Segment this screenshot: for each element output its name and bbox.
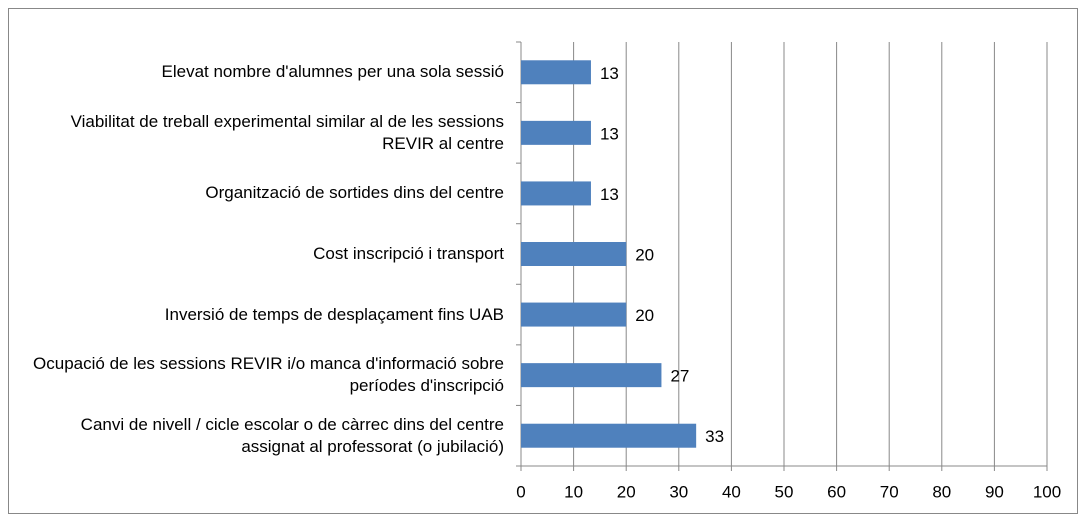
x-tick-label: 80 <box>932 482 951 501</box>
x-tick-label: 70 <box>880 482 899 501</box>
bar <box>521 120 591 145</box>
x-tick-label: 20 <box>617 482 636 501</box>
data-label: 13 <box>600 124 619 143</box>
x-tick-label: 50 <box>775 482 794 501</box>
x-tick-label: 90 <box>985 482 1004 501</box>
bar <box>521 363 662 388</box>
y-tick-label: Inversió de temps de desplaçament fins U… <box>164 304 504 324</box>
data-label: 13 <box>600 185 619 204</box>
x-tick-label: 40 <box>722 482 741 501</box>
data-label: 20 <box>635 306 654 325</box>
bar <box>521 302 627 327</box>
bar <box>521 242 627 266</box>
data-label: 13 <box>600 64 619 83</box>
y-tick-label: Elevat nombre d'alumnes per una sola ses… <box>161 62 505 82</box>
y-tick-label: Viabilitat de treball experimental simil… <box>70 111 504 153</box>
bar <box>521 181 591 206</box>
x-tick-label: 100 <box>1033 482 1061 501</box>
bar <box>521 423 697 448</box>
data-label: 20 <box>635 245 654 264</box>
data-label: 33 <box>705 427 724 446</box>
bar <box>521 60 591 85</box>
y-tick-label: Cost inscripció i transport <box>313 244 504 263</box>
x-tick-label: 0 <box>516 482 525 501</box>
x-tick-label: 30 <box>669 482 688 501</box>
data-label: 27 <box>670 367 689 386</box>
chart-border <box>8 8 1078 514</box>
y-tick-label: Organització de sortides dins del centre <box>205 183 504 203</box>
x-tick-label: 60 <box>827 482 846 501</box>
x-tick-label: 10 <box>564 482 583 501</box>
y-tick-label: Canvi de nivell / cicle escolar o de càr… <box>80 414 504 456</box>
y-tick-label: Ocupació de les sessions REVIR i/o manca… <box>33 354 504 396</box>
